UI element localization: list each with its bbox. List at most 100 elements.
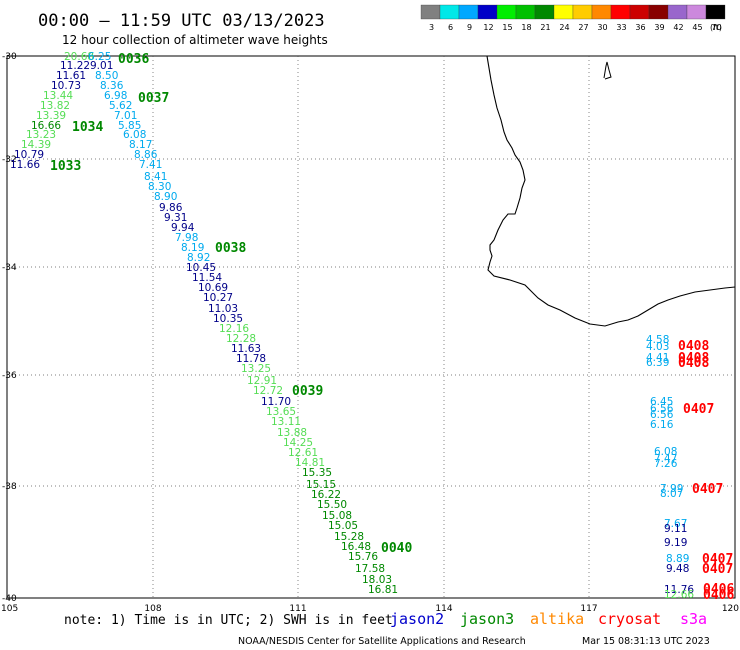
- legend-bin-label: 9: [467, 23, 472, 32]
- swh-value: 6.56: [650, 409, 674, 421]
- lat-tick-label: -30: [2, 52, 17, 62]
- swh-value: 11.70: [261, 396, 291, 408]
- swh-value: 9.11: [664, 523, 687, 535]
- swh-value: 9.48: [666, 563, 689, 575]
- longitude-ticks: 105 108 111 114 117 120: [1, 604, 739, 614]
- footer-timestamp: Mar 15 08:31:13 UTC 2023: [582, 636, 710, 647]
- swh-value: 13.44: [43, 90, 73, 102]
- legend-swatch: [477, 4, 498, 20]
- map-title: 00:00 – 11:59 UTC 03/13/2023: [38, 11, 325, 31]
- swh-value: 16.81: [368, 584, 398, 596]
- legend-swatch: [553, 4, 574, 20]
- lat-tick-label: -40: [2, 594, 17, 604]
- australia-coastline: [486, 55, 736, 327]
- legend-swatch: [686, 4, 707, 20]
- swh-value: 15.76: [348, 551, 378, 563]
- legend-bin-label: 12: [483, 23, 493, 32]
- legend-bin-label: 18: [521, 23, 531, 32]
- pass-time-label: 0038: [215, 241, 246, 256]
- legend-bin-label: 39: [654, 23, 664, 32]
- map-frame: [6, 55, 736, 599]
- legend-swatch: [458, 4, 479, 20]
- swh-value: 12.61: [288, 447, 318, 459]
- lon-tick-label: 111: [289, 604, 306, 614]
- swh-value: 11.78: [236, 353, 266, 365]
- swh-value: 8.07: [660, 488, 683, 500]
- legend-bin-label: 21: [540, 23, 550, 32]
- swh-value: 7.41: [139, 159, 162, 171]
- swh-value: 8.36: [100, 80, 124, 92]
- swh-value: 12.28: [226, 333, 256, 345]
- swh-value: 4.58: [646, 334, 669, 346]
- satellite-name: jason3: [460, 610, 514, 628]
- swh-value: 8.89: [666, 553, 689, 565]
- legend-swatch: [496, 4, 517, 20]
- pass-time-label: 0406: [703, 588, 734, 603]
- swh-value: 12.91: [247, 375, 277, 387]
- swh-value: 7.47: [654, 453, 677, 465]
- pass-time-label: 0407: [702, 552, 733, 567]
- swh-value: 11.66: [10, 159, 40, 171]
- pass-time-label: 0407: [702, 562, 733, 577]
- lat-tick-label: -34: [2, 263, 17, 273]
- latitude-ticks: -30 -32 -34 -36 -38 -40: [2, 52, 17, 604]
- satellite-name: altika: [530, 610, 584, 628]
- swh-value: 8.19: [181, 242, 204, 254]
- legend-bin-label: 70: [711, 23, 721, 32]
- swh-value: 10.69: [198, 282, 228, 294]
- swh-value: 6.45: [650, 396, 673, 408]
- swh-value: 13.39: [36, 110, 66, 122]
- satellite-name: jason2: [390, 610, 444, 628]
- swh-value: 9.31: [164, 212, 187, 224]
- pass-time-label: 0406: [703, 582, 734, 597]
- swh-value: 13.82: [40, 100, 70, 112]
- swh-value: 11.54: [192, 272, 222, 284]
- swh-value: 7.01: [114, 110, 137, 122]
- swh-value: 11.03: [208, 303, 238, 315]
- pass-time-label: 0407: [692, 482, 723, 497]
- map-grid: [7, 56, 735, 598]
- swh-value: 13.23: [26, 129, 56, 141]
- lon-tick-label: 114: [435, 604, 452, 614]
- legend-swatch: [572, 4, 593, 20]
- swh-value: 8.41: [144, 171, 167, 183]
- legend-swatch: [648, 4, 669, 20]
- legend-bin-label: 30: [597, 23, 607, 32]
- swh-value: 4.41: [646, 352, 669, 364]
- swh-value: 10.79: [14, 149, 44, 161]
- pass-time-label: 1033: [50, 159, 81, 174]
- swh-value: 6.39: [646, 357, 669, 369]
- swh-value: 6.16: [650, 419, 674, 431]
- swh-value: 14.81: [295, 457, 325, 469]
- legend-bin-label: 27: [578, 23, 588, 32]
- legend-bin-label: 33: [616, 23, 626, 32]
- swh-value: 9.86: [159, 202, 183, 214]
- swh-value: 10.73: [51, 80, 81, 92]
- swh-value: 15.15: [306, 479, 336, 491]
- legend-swatch: [629, 4, 650, 20]
- legend-swatch: [610, 4, 631, 20]
- map-subtitle: 12 hour collection of altimeter wave hei…: [62, 33, 328, 47]
- pass-time-label: 0408: [678, 339, 709, 354]
- legend-bin-label: 42: [673, 23, 683, 32]
- swh-value: 14.39: [21, 139, 51, 151]
- swh-value: 20.68: [64, 51, 94, 63]
- legend-swatch: [534, 4, 555, 20]
- swh-value: 13.11: [271, 416, 301, 428]
- swh-value: 10.35: [213, 313, 243, 325]
- swh-value: 7.67: [664, 518, 687, 530]
- swh-value: 12.66: [664, 589, 694, 601]
- legend-swatch: [439, 4, 460, 20]
- swh-value: 15.28: [334, 531, 364, 543]
- lat-tick-label: -32: [2, 155, 17, 165]
- swh-value: 8.90: [154, 191, 177, 203]
- legend-swatch: [705, 4, 726, 20]
- swh-value: 8.50: [95, 70, 118, 82]
- legend-swatch: [667, 4, 688, 20]
- swh-value: 16.48: [341, 541, 371, 553]
- swh-value: 5.85: [118, 120, 141, 132]
- legend-bin-label: 24: [559, 23, 569, 32]
- legend-bin-label: 45: [692, 23, 702, 32]
